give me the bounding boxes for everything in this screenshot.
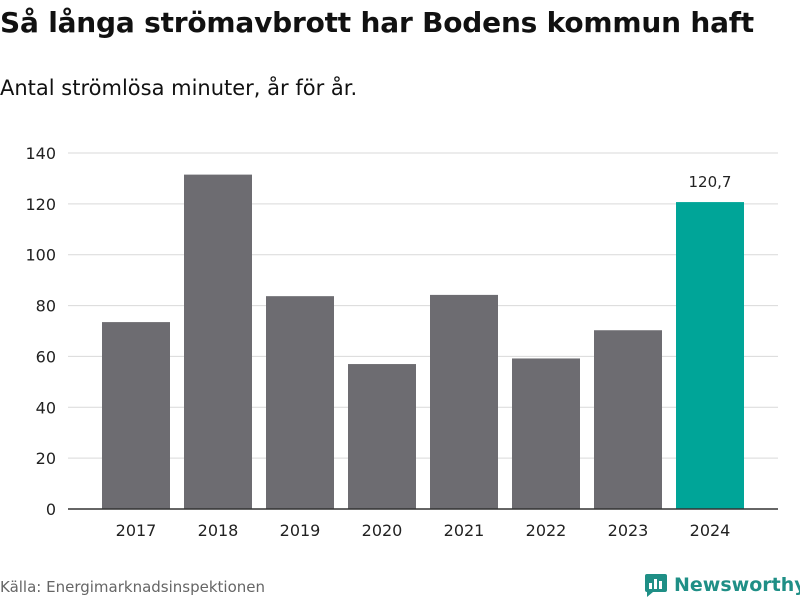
y-tick-label: 140	[25, 144, 56, 163]
data-label: 120,7	[689, 173, 732, 191]
y-tick-label: 120	[25, 195, 56, 214]
bar	[348, 364, 416, 509]
x-tick-label: 2017	[116, 521, 157, 540]
y-tick-label: 20	[36, 449, 56, 468]
bar	[430, 294, 498, 509]
y-tick-label: 100	[25, 246, 56, 265]
x-tick-label: 2023	[608, 521, 649, 540]
x-tick-label: 2022	[526, 521, 567, 540]
x-tick-label: 2024	[690, 521, 731, 540]
brand-logo: Newsworthy	[644, 571, 800, 599]
bar	[512, 358, 580, 509]
bar	[184, 174, 252, 509]
newsworthy-logo-icon	[645, 574, 667, 597]
x-tick-label: 2020	[362, 521, 403, 540]
y-tick-label: 0	[46, 500, 56, 519]
x-tick-label: 2018	[198, 521, 239, 540]
bar	[594, 330, 662, 509]
bar	[102, 322, 170, 509]
x-tick-label: 2019	[280, 521, 321, 540]
source-note: Källa: Energimarknadsinspektionen	[0, 578, 266, 596]
chart-title: Så långa strömavbrott har Bodens kommun …	[0, 6, 754, 39]
chart-subtitle: Antal strömlösa minuter, år för år.	[0, 76, 358, 100]
bar	[676, 202, 744, 509]
y-tick-label: 60	[36, 347, 56, 366]
y-tick-label: 80	[36, 297, 56, 316]
bar	[266, 296, 334, 509]
brand-name: Newsworthy	[674, 574, 800, 596]
y-tick-label: 40	[36, 398, 56, 417]
x-tick-label: 2021	[444, 521, 485, 540]
